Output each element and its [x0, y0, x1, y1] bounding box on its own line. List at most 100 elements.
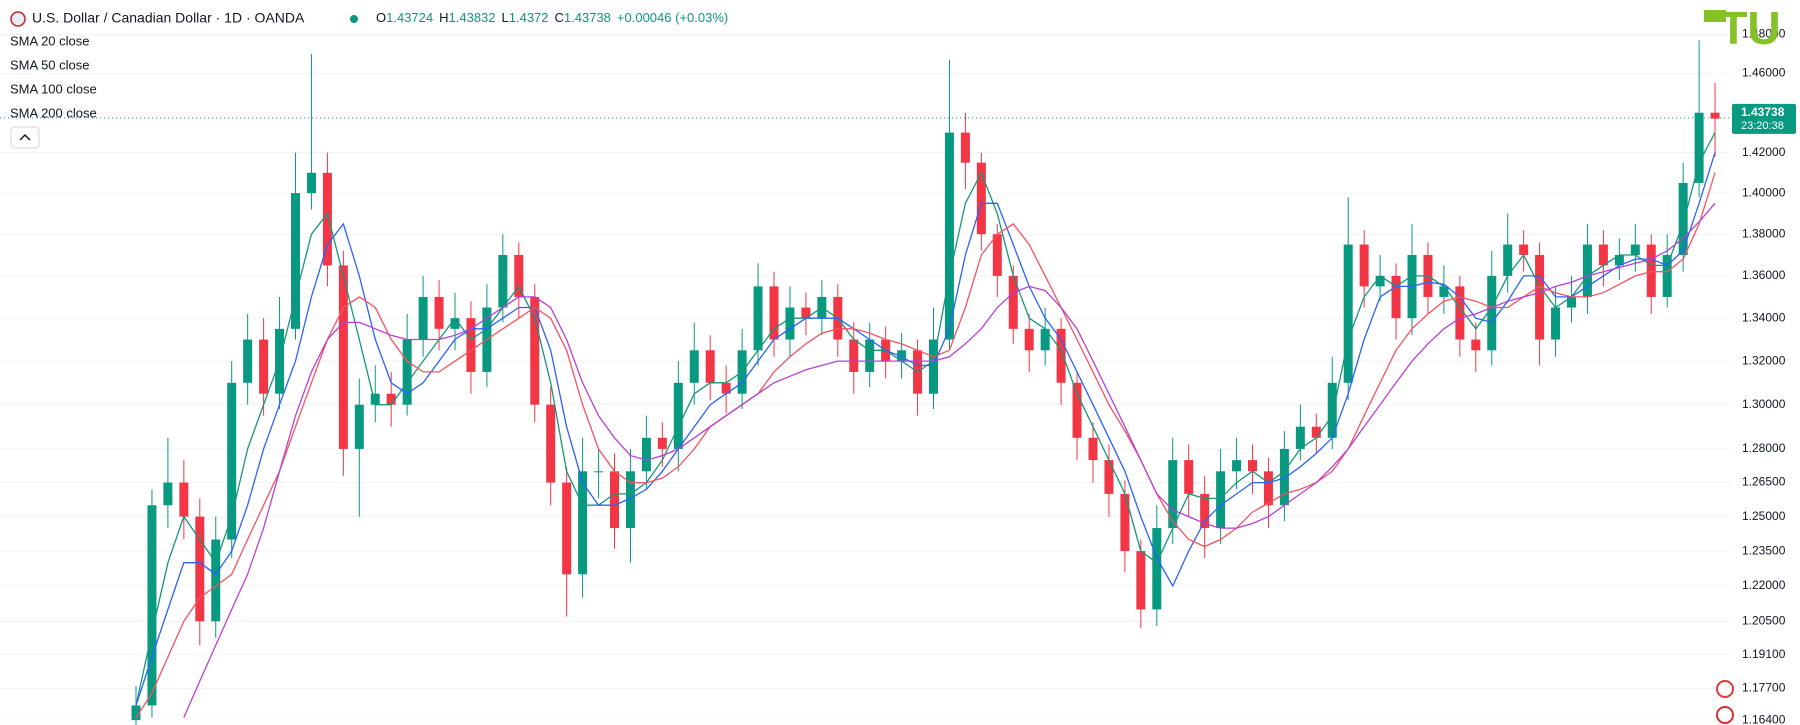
candle-body — [976, 162, 986, 235]
ohlc-key: L — [502, 10, 509, 25]
legend-entry: SMA 100 close — [10, 81, 97, 96]
legend-entry: SMA 200 close — [10, 105, 97, 120]
candle-body — [1646, 244, 1656, 297]
sma-line — [135, 132, 1716, 706]
candle-body — [769, 286, 779, 340]
y-tick-label: 1.32000 — [1742, 353, 1786, 367]
ohlc-key: H — [439, 10, 448, 25]
candle-body — [1551, 307, 1561, 340]
ohlc-key: C — [555, 10, 564, 25]
candle-body — [1471, 339, 1481, 351]
candle-body — [1327, 382, 1337, 438]
y-tick-label: 1.46000 — [1742, 66, 1786, 80]
candle-body — [594, 471, 604, 473]
ohlc-value: 1.43832 — [449, 10, 496, 25]
candle-body — [259, 339, 269, 394]
y-tick-label: 1.42000 — [1742, 145, 1786, 159]
candle-body — [1662, 254, 1672, 297]
y-tick-label: 1.25000 — [1742, 509, 1786, 523]
grid — [0, 34, 1731, 721]
sma-line — [135, 152, 1716, 706]
candle-body — [801, 307, 811, 319]
candle-body — [673, 382, 683, 449]
legend: SMA 20 close SMA 50 close SMA 100 close SMA… — [10, 33, 97, 120]
candle-body — [418, 296, 428, 340]
ohlc-readout: O1.43724 H1.43832 L1.4372 C1.43738 +0.00046 … — [376, 10, 728, 25]
ohlc-value: 1.43724 — [386, 10, 433, 25]
candle-body — [195, 516, 205, 622]
candle-body — [1072, 382, 1082, 438]
candle-body — [1104, 460, 1114, 494]
candle-body — [211, 539, 221, 622]
candle-body — [1630, 244, 1640, 255]
logo-text: TU — [1719, 2, 1780, 54]
candle-body — [721, 382, 731, 394]
candle-body — [1295, 426, 1305, 449]
y-tick-label: 1.34000 — [1742, 310, 1786, 324]
candle-body — [243, 339, 253, 383]
collapse-button[interactable] — [10, 126, 40, 149]
symbol-flag — [10, 11, 26, 27]
candle-body — [227, 382, 237, 540]
candle-body — [1263, 471, 1273, 506]
candle-body — [1152, 528, 1162, 610]
candle-body — [322, 172, 332, 266]
candle-body — [1487, 275, 1497, 351]
candle-body — [1455, 286, 1465, 340]
candle-body — [1598, 244, 1608, 266]
y-tick-label: 1.36000 — [1742, 268, 1786, 282]
candle-body — [1503, 244, 1513, 276]
y-tick-label: 1.48000 — [1742, 27, 1786, 41]
candle-body — [546, 404, 556, 483]
candle-body — [849, 339, 859, 372]
candle-body — [865, 339, 875, 372]
candle-body — [944, 132, 954, 340]
candle-body — [1375, 275, 1385, 287]
overlay — [0, 117, 1731, 718]
candle-body — [1359, 244, 1369, 287]
candle-body — [1248, 460, 1257, 472]
candle-body — [705, 350, 715, 383]
candle-body — [625, 471, 635, 529]
last-price-tag — [1732, 103, 1796, 134]
candle-body — [338, 265, 348, 449]
market-status-dot — [350, 15, 358, 23]
candle-body — [1694, 112, 1704, 183]
candle-body — [1168, 460, 1178, 529]
candle-body — [179, 482, 189, 517]
candle-body — [530, 296, 540, 405]
last-price-label: 1.43738 — [1741, 105, 1785, 119]
candle-body — [992, 234, 1002, 276]
header: U.S. Dollar / Canadian Dollar · 1D · OAN… — [10, 10, 728, 27]
candle-body — [1279, 448, 1289, 506]
y-tick-label: 1.40000 — [1742, 185, 1786, 199]
candle-body — [1439, 286, 1449, 297]
currency-icon-cad — [1716, 680, 1734, 698]
candle-body — [1216, 471, 1226, 529]
candle-body — [1343, 244, 1353, 383]
candle-body — [354, 404, 364, 449]
candle-body — [402, 339, 412, 405]
logo-bar — [1704, 10, 1726, 22]
y-tick-label: 1.30000 — [1742, 397, 1786, 411]
logo: TU — [1704, 2, 1781, 54]
y-tick-label: 1.28000 — [1742, 441, 1786, 455]
candle-body — [1678, 182, 1688, 255]
y-tick-label: 1.22000 — [1742, 578, 1786, 592]
candle-body — [370, 393, 380, 405]
candle-body — [1120, 493, 1130, 552]
change-value: +0.00046 (+0.03%) — [617, 10, 728, 25]
ohlc-value: 1.4372 — [509, 10, 549, 25]
candle-body — [1311, 426, 1321, 438]
candle-body — [434, 296, 444, 329]
y-tick-label: 1.19100 — [1742, 647, 1786, 661]
candle-body — [1024, 328, 1034, 351]
candle-body — [1040, 328, 1050, 351]
collapse-button-frame[interactable] — [10, 126, 40, 149]
y-tick-label: 1.38000 — [1742, 226, 1786, 240]
candle-body — [1519, 244, 1529, 255]
candle-body — [610, 471, 619, 529]
y-tick-label: 1.26500 — [1742, 475, 1786, 489]
